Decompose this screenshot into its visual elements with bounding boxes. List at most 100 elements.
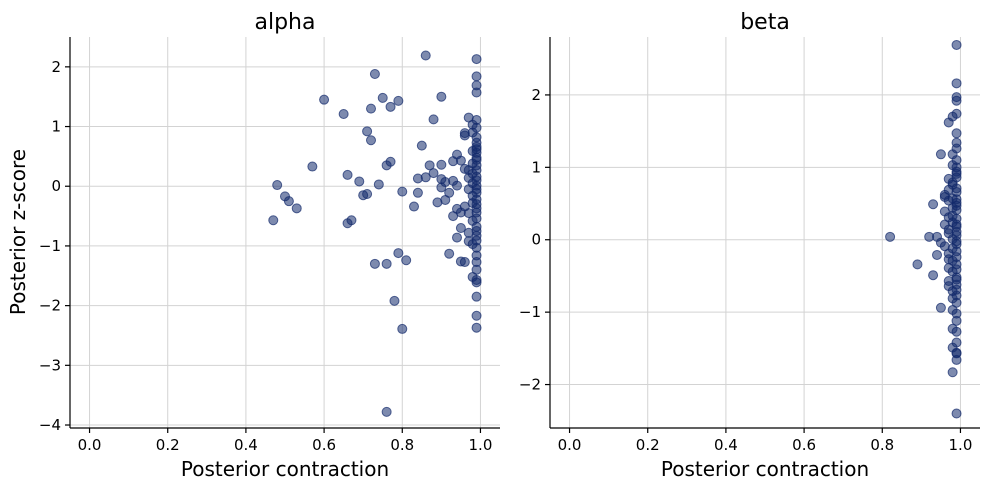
data-point [471,207,482,218]
y-tick-label: −2 [39,297,61,315]
data-point [319,94,330,105]
y-tick-label: 0 [51,177,61,195]
data-point [471,235,482,246]
data-point [428,168,439,179]
y-tick-label: −1 [519,303,541,321]
scatter-panel-beta: 0.0 0.2 0.4 0.6 0.8 1.0 −2 −1 0 1 2 beta Posterio… [519,10,980,481]
data-point [397,186,408,197]
x-tick-label: 0.4 [714,436,738,454]
data-point [912,259,923,270]
data-point [951,308,962,319]
x-tick-label: 0.8 [870,436,894,454]
data-point [420,50,431,61]
data-point [928,270,939,281]
data-point [471,226,482,237]
data-point [471,165,482,176]
data-point [268,215,279,226]
data-point [947,367,958,378]
x-tick-label: 0.0 [78,436,102,454]
data-point [471,80,482,91]
data-point [354,176,365,187]
data-point [452,180,462,191]
data-point [951,95,962,106]
y-tick-label: 2 [531,86,541,104]
data-point [928,199,939,210]
y-tick-label: −3 [39,356,61,374]
data-point [935,149,946,160]
x-tick-label: 0.6 [792,436,816,454]
data-point [951,337,962,348]
data-point [283,196,294,207]
data-point [932,249,942,260]
grid-alpha [70,37,500,428]
data-point [436,159,447,170]
data-point [424,160,435,171]
x-tick-label: 0.6 [312,436,336,454]
data-point [455,223,466,234]
data-point [272,180,283,191]
grid-beta [550,37,980,428]
data-point [471,147,482,158]
data-point [338,109,349,120]
data-point [369,69,380,80]
y-axis-label-alpha: Posterior z-score [6,149,30,315]
data-point [951,137,962,148]
data-point [951,274,962,285]
data-point [291,203,302,214]
data-point [385,101,396,112]
y-tick-label: −2 [519,376,541,394]
y-tick-label: 1 [531,158,541,176]
data-point [381,406,392,417]
data-point [366,135,376,146]
data-point [385,156,396,167]
data-point [471,122,482,133]
data-point [951,264,962,275]
data-point [951,230,962,241]
data-point [369,258,380,269]
data-point [885,231,896,242]
data-point [471,132,482,143]
x-tick-label: 0.8 [390,436,414,454]
data-point [452,232,462,243]
y-tick-label: 2 [51,58,61,76]
data-point [471,175,482,186]
x-tick-label: 0.2 [156,436,180,454]
data-point [471,291,482,302]
data-point [416,140,427,151]
data-point [471,277,482,288]
data-point [455,155,466,166]
points-alpha [268,50,482,417]
x-axis-label-beta: Posterior contraction [661,457,869,481]
x-tick-label: 0.0 [558,436,582,454]
data-point [471,54,482,65]
data-point [389,295,400,306]
data-point [366,103,376,114]
data-point [951,200,962,211]
y-ticks-beta: −2 −1 0 1 2 [519,86,550,394]
data-point [362,126,373,137]
y-tick-label: −1 [39,237,61,255]
data-point [471,184,482,195]
data-point [951,219,962,230]
data-point [471,322,482,333]
data-point [373,179,384,190]
x-ticks-alpha: 0.0 0.2 0.4 0.6 0.8 1.0 [78,428,492,454]
data-point [951,162,962,173]
x-ticks-beta: 0.0 0.2 0.4 0.6 0.8 1.0 [558,428,973,454]
x-tick-label: 1.0 [949,436,973,454]
scatter-panel-alpha: 0.0 0.2 0.4 0.6 0.8 1.0 −4 −3 −2 −1 0 1 2 alpha Pos… [6,10,500,481]
chart-title-alpha: alpha [255,10,316,35]
x-axis-label-alpha: Posterior contraction [181,457,389,481]
data-point [951,252,962,263]
data-point [935,302,946,313]
data-point [401,255,412,266]
data-point [397,323,408,334]
data-point [436,91,447,102]
data-point [412,187,423,198]
data-point [346,215,357,226]
data-point [471,71,482,82]
data-point [951,408,962,419]
data-point [951,348,962,359]
data-point [951,183,962,194]
